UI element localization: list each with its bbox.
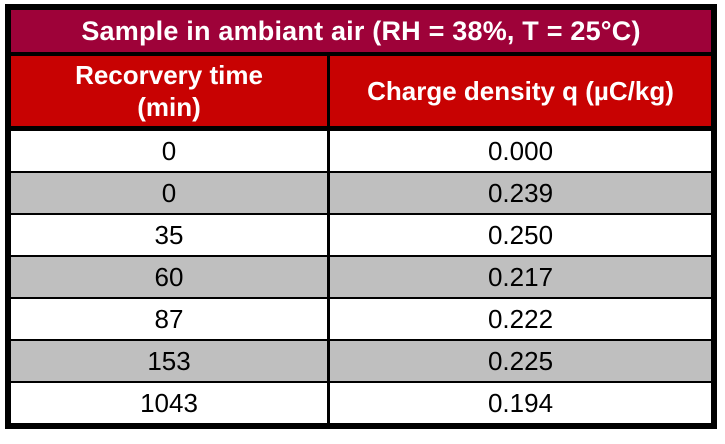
cell-charge-density: 0.239 <box>327 171 714 215</box>
table-row: 87 0.222 <box>8 297 714 341</box>
table-row: 0 0.000 <box>8 127 714 173</box>
header-row: Recorvery time (min) Charge density q (µ… <box>8 54 714 131</box>
cell-charge-density: 0.194 <box>327 381 714 426</box>
cell-recovery-time: 0 <box>8 127 331 173</box>
column-header-charge-density: Charge density q (µC/kg) <box>328 54 714 131</box>
cell-recovery-time: 0 <box>8 171 331 215</box>
cell-charge-density: 0.000 <box>327 127 714 173</box>
cell-recovery-time: 153 <box>8 339 331 383</box>
column-header-recovery-time-line1: Recorvery time <box>75 59 263 90</box>
table-body: 0 0.000 0 0.239 35 0.250 60 0.217 87 0.222 153 0.22… <box>8 127 714 426</box>
table-row: 0 0.239 <box>8 171 714 215</box>
data-table: Sample in ambiant air (RH = 38%, T = 25°… <box>5 4 717 429</box>
cell-charge-density: 0.250 <box>327 213 714 257</box>
table-row: 60 0.217 <box>8 255 714 299</box>
cell-recovery-time: 35 <box>8 213 331 257</box>
column-header-recovery-time-line2: (min) <box>137 92 201 122</box>
cell-charge-density: 0.222 <box>327 297 714 341</box>
table-row: 35 0.250 <box>8 213 714 257</box>
column-header-recovery-time: Recorvery time (min) <box>8 54 331 131</box>
cell-charge-density: 0.225 <box>327 339 714 383</box>
table-row: 1043 0.194 <box>8 381 714 426</box>
cell-recovery-time: 1043 <box>8 381 331 426</box>
cell-recovery-time: 87 <box>8 297 331 341</box>
table-row: 153 0.225 <box>8 339 714 383</box>
title-row: Sample in ambiant air (RH = 38%, T = 25°… <box>8 7 714 56</box>
table-title: Sample in ambiant air (RH = 38%, T = 25°… <box>8 7 714 56</box>
cell-charge-density: 0.217 <box>327 255 714 299</box>
cell-recovery-time: 60 <box>8 255 331 299</box>
